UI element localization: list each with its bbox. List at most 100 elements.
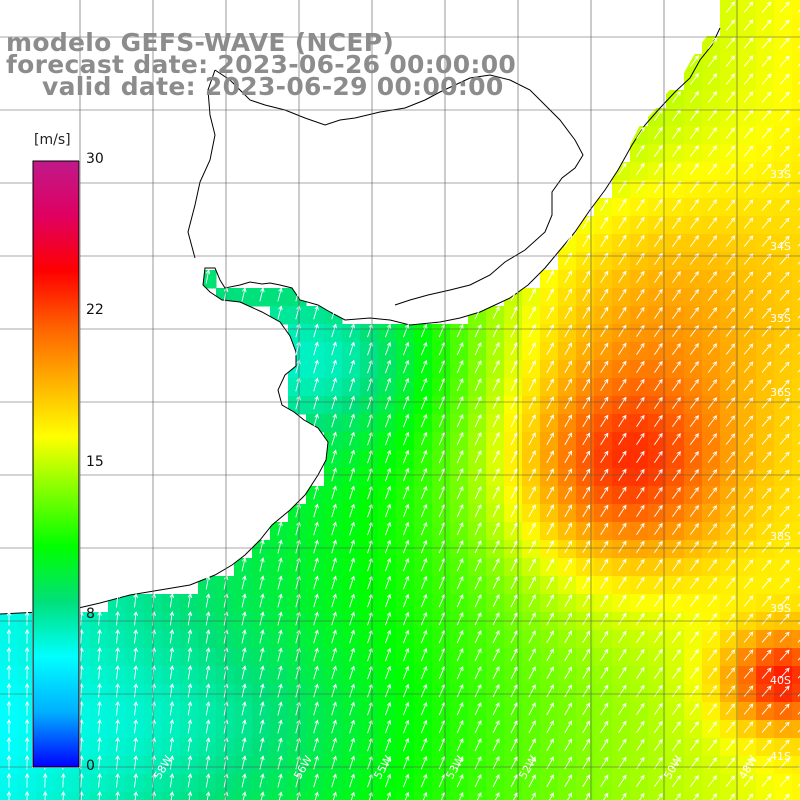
wind-cell — [792, 126, 800, 145]
wind-cell — [594, 792, 613, 800]
wind-arrow — [223, 611, 229, 626]
wind-arrow — [725, 325, 736, 337]
wind-arrow — [456, 521, 464, 536]
wind-arrow — [384, 629, 392, 644]
wind-arrow — [672, 648, 681, 661]
wind-arrow — [474, 594, 482, 608]
wind-cell — [792, 450, 800, 469]
wind-arrow — [331, 557, 337, 572]
wind-arrow — [636, 306, 645, 319]
wind-arrow — [725, 37, 736, 49]
wind-cell — [414, 792, 433, 800]
wind-arrow — [707, 721, 718, 733]
wind-arrow — [689, 325, 699, 337]
wind-arrow — [600, 216, 609, 230]
wind-arrow — [384, 701, 392, 716]
wind-cell — [396, 792, 415, 800]
wind-arrow — [618, 666, 627, 680]
wind-arrow — [349, 413, 356, 428]
wind-arrow — [725, 505, 736, 517]
wind-arrow — [115, 611, 120, 626]
wind-arrow — [672, 360, 681, 373]
wind-arrow — [582, 306, 591, 320]
wind-arrow — [349, 629, 356, 644]
wind-arrow — [494, 792, 500, 800]
wind-arrow — [725, 19, 736, 31]
wind-arrow — [402, 665, 410, 680]
valid-date: valid date: 2023-06-29 00:00:00 — [42, 72, 504, 101]
wind-arrow — [384, 503, 392, 518]
wind-arrow — [313, 539, 319, 554]
wind-arrow — [259, 773, 265, 788]
wind-arrow — [636, 612, 645, 625]
wind-arrow — [546, 270, 554, 284]
wind-arrow — [528, 576, 536, 590]
wind-arrow — [707, 631, 718, 643]
wind-arrow — [241, 773, 247, 788]
wind-arrow — [743, 559, 754, 571]
wind-cell — [792, 216, 800, 235]
wind-arrow — [564, 270, 572, 284]
model-title: modelo GEFS-WAVE (NCEP) — [6, 28, 395, 57]
wind-arrow — [779, 775, 790, 787]
wind-arrow — [672, 540, 681, 553]
wind-cell — [792, 792, 800, 800]
wind-arrow — [313, 395, 319, 410]
wind-arrow — [725, 415, 736, 427]
wind-arrow — [331, 665, 337, 680]
wind-arrow — [743, 37, 754, 49]
wind-arrow — [654, 306, 663, 319]
wind-arrow — [779, 595, 790, 607]
wind-arrow — [492, 576, 500, 590]
wind-arrow — [707, 253, 718, 265]
wind-arrow — [779, 685, 790, 697]
wind-arrow — [618, 234, 627, 248]
wind-arrow — [528, 594, 536, 608]
wind-cell — [792, 360, 800, 379]
wind-arrow — [402, 521, 410, 536]
wind-arrow — [510, 594, 518, 608]
wind-arrow — [707, 739, 718, 751]
wind-arrow — [779, 397, 790, 409]
wind-arrow — [260, 791, 265, 800]
wind-arrow — [743, 703, 754, 715]
wind-arrow — [331, 575, 337, 590]
wind-arrow — [707, 271, 718, 283]
wind-arrow — [474, 504, 482, 518]
wind-arrow — [761, 361, 772, 373]
wind-arrow — [474, 684, 482, 698]
wind-arrow — [420, 341, 428, 356]
wind-arrow — [672, 684, 681, 697]
wind-arrow — [420, 629, 428, 644]
wind-arrow — [657, 792, 663, 800]
wind-arrow — [600, 450, 609, 464]
wind-arrow — [743, 505, 754, 517]
wind-arrow — [725, 649, 736, 661]
wind-arrow — [636, 738, 645, 751]
wind-arrow — [402, 701, 410, 716]
wind-arrow — [689, 685, 699, 697]
wind-arrow — [582, 594, 591, 608]
wind-arrow — [689, 505, 699, 517]
colorbar-tick-15: 15 — [86, 454, 104, 470]
wind-arrow — [510, 450, 518, 464]
wind-arrow — [654, 738, 663, 751]
wind-arrow — [618, 378, 627, 392]
wind-arrow — [654, 270, 663, 283]
wind-arrow — [384, 377, 392, 392]
wind-arrow — [779, 451, 790, 463]
wind-arrow — [259, 593, 265, 608]
wind-arrow — [761, 397, 772, 409]
wind-cell — [792, 540, 800, 559]
wind-arrow — [689, 631, 699, 643]
wind-cell — [792, 702, 800, 721]
wind-arrow — [456, 539, 464, 554]
wind-arrow — [384, 557, 392, 572]
wind-arrow — [654, 234, 663, 247]
wind-arrow — [654, 720, 663, 733]
wind-cell — [648, 792, 667, 800]
wind-arrow — [474, 558, 482, 572]
wind-cell — [738, 792, 757, 800]
wind-arrow — [689, 91, 699, 103]
